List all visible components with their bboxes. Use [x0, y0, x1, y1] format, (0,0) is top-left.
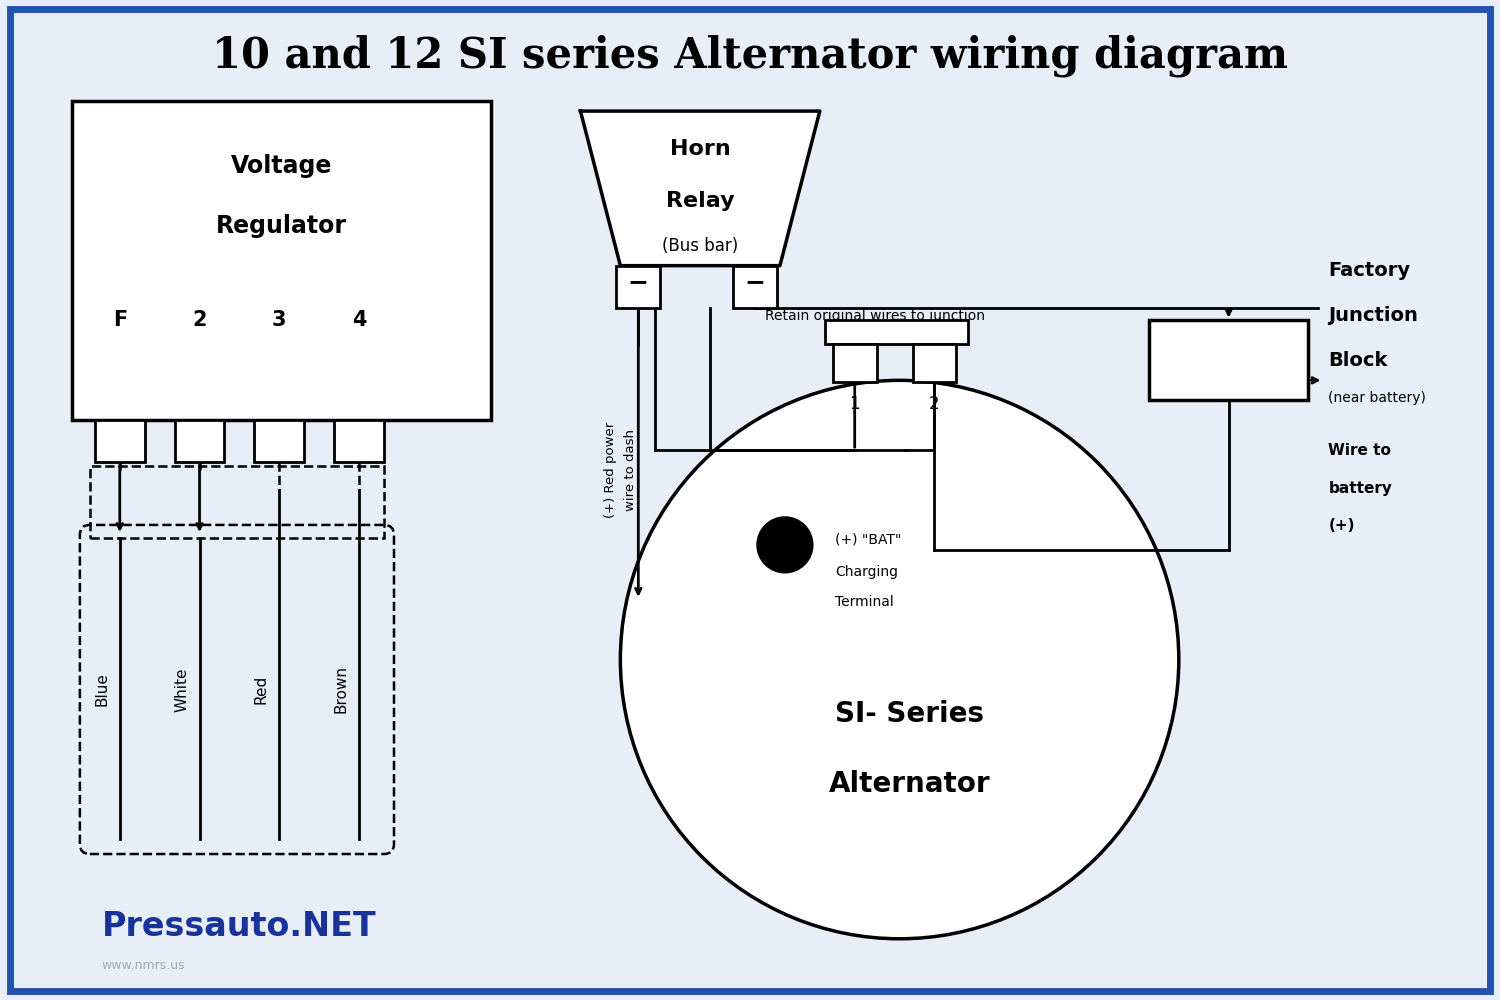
- Text: 3: 3: [272, 310, 286, 330]
- Bar: [174, 420, 225, 462]
- Text: (Bus bar): (Bus bar): [662, 237, 738, 255]
- Text: Regulator: Regulator: [216, 214, 346, 238]
- Text: Retain original wires to junction: Retain original wires to junction: [765, 309, 986, 323]
- Polygon shape: [580, 111, 820, 266]
- Bar: [255, 420, 304, 462]
- Text: Block: Block: [1329, 351, 1388, 370]
- Bar: [833, 344, 876, 382]
- Text: Alternator: Alternator: [828, 770, 990, 798]
- Text: Blue: Blue: [94, 673, 110, 706]
- Text: www.nmrs.us: www.nmrs.us: [102, 959, 186, 972]
- Bar: [90, 466, 384, 538]
- Text: battery: battery: [1329, 481, 1392, 496]
- Text: Horn: Horn: [670, 139, 730, 159]
- Bar: [616, 266, 660, 308]
- Text: (+) "BAT": (+) "BAT": [836, 533, 902, 547]
- Text: 10 and 12 SI series Alternator wiring diagram: 10 and 12 SI series Alternator wiring di…: [211, 35, 1288, 77]
- Text: −: −: [628, 271, 650, 295]
- Bar: [734, 266, 777, 308]
- Text: Red: Red: [254, 675, 268, 704]
- Text: −: −: [744, 271, 765, 295]
- Text: (near battery): (near battery): [1329, 391, 1426, 405]
- Bar: [72, 101, 491, 420]
- Text: 4: 4: [352, 310, 366, 330]
- Text: 1: 1: [849, 395, 859, 413]
- Text: (+) Red power: (+) Red power: [604, 422, 616, 518]
- Text: (+): (+): [1329, 518, 1354, 533]
- Bar: [912, 344, 957, 382]
- Text: Pressauto.NET: Pressauto.NET: [102, 910, 376, 943]
- Text: wire to dash: wire to dash: [624, 429, 638, 511]
- Text: Relay: Relay: [666, 191, 735, 211]
- Circle shape: [758, 517, 813, 573]
- Text: Charging: Charging: [836, 565, 898, 579]
- Bar: [825, 320, 969, 344]
- Text: SI- Series: SI- Series: [836, 700, 984, 728]
- Text: Factory: Factory: [1329, 261, 1410, 280]
- Bar: [334, 420, 384, 462]
- Text: Junction: Junction: [1329, 306, 1419, 325]
- Bar: [1149, 320, 1308, 400]
- Text: Terminal: Terminal: [836, 595, 894, 609]
- Text: Voltage: Voltage: [231, 154, 332, 178]
- Text: White: White: [174, 667, 189, 712]
- Text: 2: 2: [192, 310, 207, 330]
- Text: F: F: [112, 310, 128, 330]
- Circle shape: [621, 380, 1179, 939]
- Text: Brown: Brown: [333, 665, 348, 713]
- Text: 2: 2: [928, 395, 940, 413]
- Text: Wire to: Wire to: [1329, 443, 1392, 458]
- Bar: [94, 420, 144, 462]
